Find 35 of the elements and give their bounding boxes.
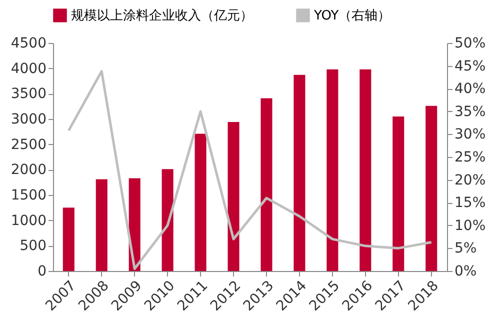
y-tick-label: 1500 bbox=[10, 188, 46, 204]
y2-tick-label: 45% bbox=[454, 58, 486, 74]
bar bbox=[326, 69, 338, 271]
y2-tick-label: 0% bbox=[454, 264, 477, 280]
y2-tick-label: 25% bbox=[454, 150, 486, 166]
y2-tick-label: 20% bbox=[454, 172, 486, 188]
legend-label: YOY（右轴） bbox=[313, 8, 391, 24]
legend-label: 规模以上涂料企业收入（亿元） bbox=[71, 8, 253, 24]
y2-tick-label: 35% bbox=[454, 104, 486, 120]
y-tick-label: 2500 bbox=[10, 136, 46, 153]
y-tick-label: 0 bbox=[38, 264, 46, 280]
bar bbox=[62, 208, 74, 271]
y-tick-label: 1000 bbox=[10, 212, 46, 229]
y-tick-label: 500 bbox=[20, 238, 46, 254]
bar bbox=[426, 106, 438, 271]
bar bbox=[392, 116, 404, 271]
y2-tick-label: 15% bbox=[454, 195, 486, 212]
y2-tick-label: 50% bbox=[454, 36, 486, 52]
y-tick-label: 4000 bbox=[10, 60, 46, 77]
bar bbox=[360, 69, 372, 271]
y-tick-label: 3000 bbox=[10, 112, 46, 128]
line-series bbox=[67, 70, 433, 270]
bar bbox=[228, 122, 240, 271]
bar bbox=[162, 169, 174, 271]
y2-tick-label: 40% bbox=[454, 81, 486, 98]
y2-tick-label: 10% bbox=[454, 218, 486, 234]
bar bbox=[260, 98, 272, 271]
y-tick-label: 2000 bbox=[10, 162, 46, 178]
bar bbox=[194, 134, 206, 271]
y-tick-label: 4500 bbox=[10, 36, 46, 52]
y-tick-label: 3500 bbox=[10, 86, 46, 102]
bar bbox=[294, 74, 306, 271]
y2-tick-label: 5% bbox=[454, 240, 477, 257]
bar bbox=[96, 179, 108, 271]
y2-tick-label: 30% bbox=[454, 126, 486, 143]
